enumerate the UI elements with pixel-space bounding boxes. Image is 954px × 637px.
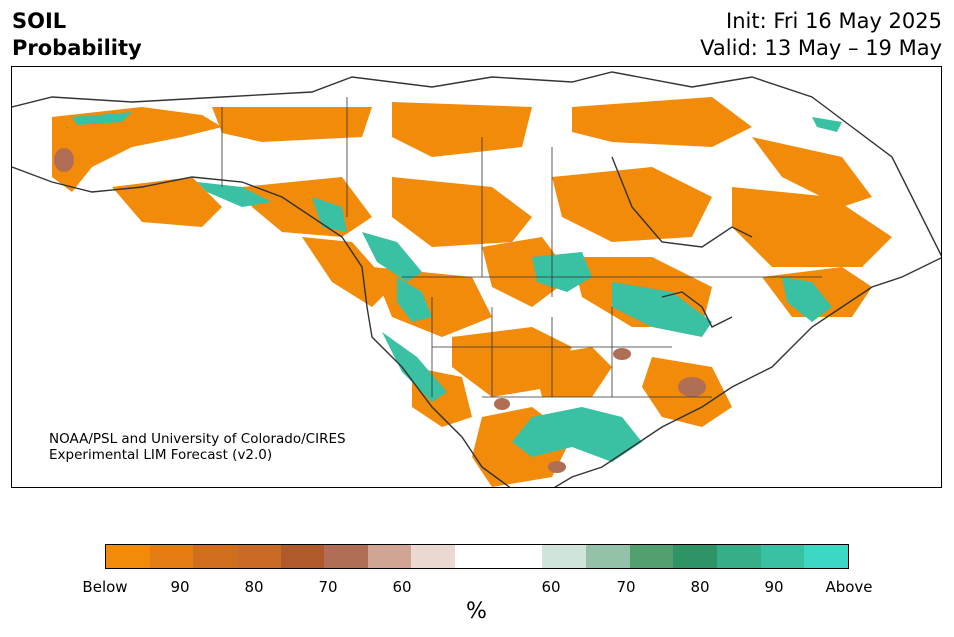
below-normal-field	[52, 97, 892, 487]
credit-text: NOAA/PSL and University of Colorado/CIRE…	[49, 431, 346, 463]
colorbar-swatch	[367, 545, 412, 568]
init-date: Init: Fri 16 May 2025	[726, 9, 942, 33]
colorbar-swatch	[411, 545, 456, 568]
colorbar-tick-label: 70	[616, 578, 636, 596]
colorbar-swatch	[498, 545, 543, 568]
credit-line-1: NOAA/PSL and University of Colorado/CIRE…	[49, 431, 346, 447]
map-canvas	[12, 71, 941, 487]
variable-label: SOIL	[12, 9, 67, 33]
figure-title: SOIL Probability	[12, 8, 142, 62]
credit-line-2: Experimental LIM Forecast (v2.0)	[49, 447, 273, 463]
colorbar-swatch	[716, 545, 761, 568]
colorbar-unit: %	[466, 599, 487, 624]
colorbar-swatch	[804, 545, 848, 568]
colorbar-tick-label: 60	[392, 578, 412, 596]
colorbar-swatch	[629, 545, 674, 568]
product-label: Probability	[12, 36, 142, 60]
colorbar-swatch	[324, 545, 368, 568]
colorbar-tick-label: 80	[690, 578, 710, 596]
colorbar-swatch	[455, 545, 499, 568]
valid-range: Valid: 13 May – 19 May	[700, 36, 942, 60]
colorbar-tick-label: 80	[244, 578, 264, 596]
colorbar-tick-labels: Below 90 80 70 60 60 70 80 90 Above	[0, 578, 954, 598]
colorbar-swatch	[149, 545, 194, 568]
colorbar-swatch	[673, 545, 717, 568]
forecast-map: NOAA/PSL and University of Colorado/CIRE…	[11, 66, 942, 488]
colorbar-swatch	[586, 545, 630, 568]
coastlines-and-borders	[12, 71, 941, 487]
colorbar-swatch	[106, 545, 150, 568]
colorbar-tick-label: 90	[764, 578, 784, 596]
colorbar-swatch	[542, 545, 587, 568]
colorbar-swatch	[280, 545, 325, 568]
above-normal-field	[72, 112, 842, 462]
colorbar-swatch	[760, 545, 805, 568]
colorbar-tick-label: Below	[82, 578, 128, 596]
colorbar-tick-label: 90	[170, 578, 190, 596]
colorbar	[105, 544, 849, 569]
colorbar-tick-label: Above	[825, 578, 873, 596]
colorbar-tick-label: 70	[318, 578, 338, 596]
colorbar-tick-label: 60	[541, 578, 561, 596]
colorbar-swatch	[193, 545, 237, 568]
strong-below-field	[54, 148, 706, 473]
colorbar-swatch	[236, 545, 281, 568]
forecast-dates: Init: Fri 16 May 2025 Valid: 13 May – 19…	[700, 8, 942, 62]
internal-borders	[221, 97, 822, 398]
